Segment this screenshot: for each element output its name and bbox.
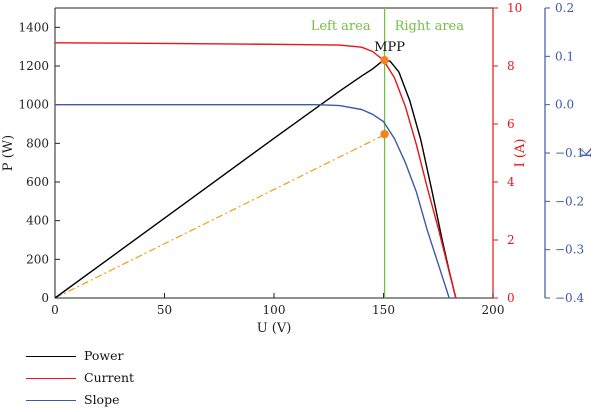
marker-point-2 (380, 129, 389, 139)
legend-item-slope: Slope (20, 390, 220, 412)
left-area-label: Left area (311, 19, 371, 34)
power-tick-label: 200 (26, 252, 49, 266)
slope-tick-label: 0.1 (555, 49, 574, 63)
slope-tick-label: −0.4 (555, 291, 585, 305)
power-tick-label: 1000 (18, 98, 49, 112)
power-tick-label: 1200 (18, 59, 49, 73)
power-tick-label: 1400 (18, 20, 49, 34)
x-axis-title: U (V) (257, 321, 292, 336)
series-line-power (54, 59, 457, 299)
power-tick-label: 400 (26, 214, 49, 228)
current-tick-label: 0 (507, 291, 515, 305)
legend-swatch-current (26, 378, 76, 379)
power-tick-label: 600 (26, 175, 49, 189)
legend-label-current: Current (84, 370, 135, 385)
mpp-label: MPP (374, 40, 405, 55)
legend-label-slope: Slope (84, 392, 120, 407)
legend: Power Current Slope (20, 346, 220, 412)
right-area-label: Right area (395, 19, 465, 34)
current-tick-label: 10 (507, 1, 522, 15)
x-tick-label: 100 (263, 303, 286, 317)
slope-tick-label: −0.1 (555, 146, 584, 160)
series-line-current (54, 42, 457, 299)
current-tick-label: 2 (507, 233, 515, 247)
current-tick-label: 4 (507, 175, 515, 189)
legend-label-power: Power (84, 348, 124, 363)
x-tick-label: 50 (157, 303, 172, 317)
series-line-slope (55, 103, 450, 299)
current-axis-title: I (A) (513, 139, 528, 168)
marker-point-1 (380, 56, 389, 65)
power-axis-title: P (W) (1, 135, 16, 171)
slope-tick-label: −0.2 (555, 194, 584, 208)
legend-swatch-power (26, 356, 76, 357)
slope-tick-label: 0.2 (555, 1, 574, 15)
dash-dot-line (54, 133, 386, 299)
power-tick-label: 800 (26, 136, 49, 150)
x-tick-label: 150 (372, 303, 395, 317)
slope-axis-title: K (580, 148, 595, 158)
power-tick-label: 0 (41, 291, 49, 305)
x-tick-label: 200 (482, 303, 505, 317)
legend-swatch-slope (26, 400, 76, 401)
legend-item-power: Power (20, 346, 220, 368)
slope-tick-label: 0.0 (555, 98, 574, 112)
legend-item-current: Current (20, 368, 220, 390)
current-tick-label: 8 (507, 59, 515, 73)
slope-tick-label: −0.3 (555, 243, 584, 257)
x-tick-label: 0 (51, 303, 59, 317)
current-tick-label: 6 (507, 117, 515, 131)
